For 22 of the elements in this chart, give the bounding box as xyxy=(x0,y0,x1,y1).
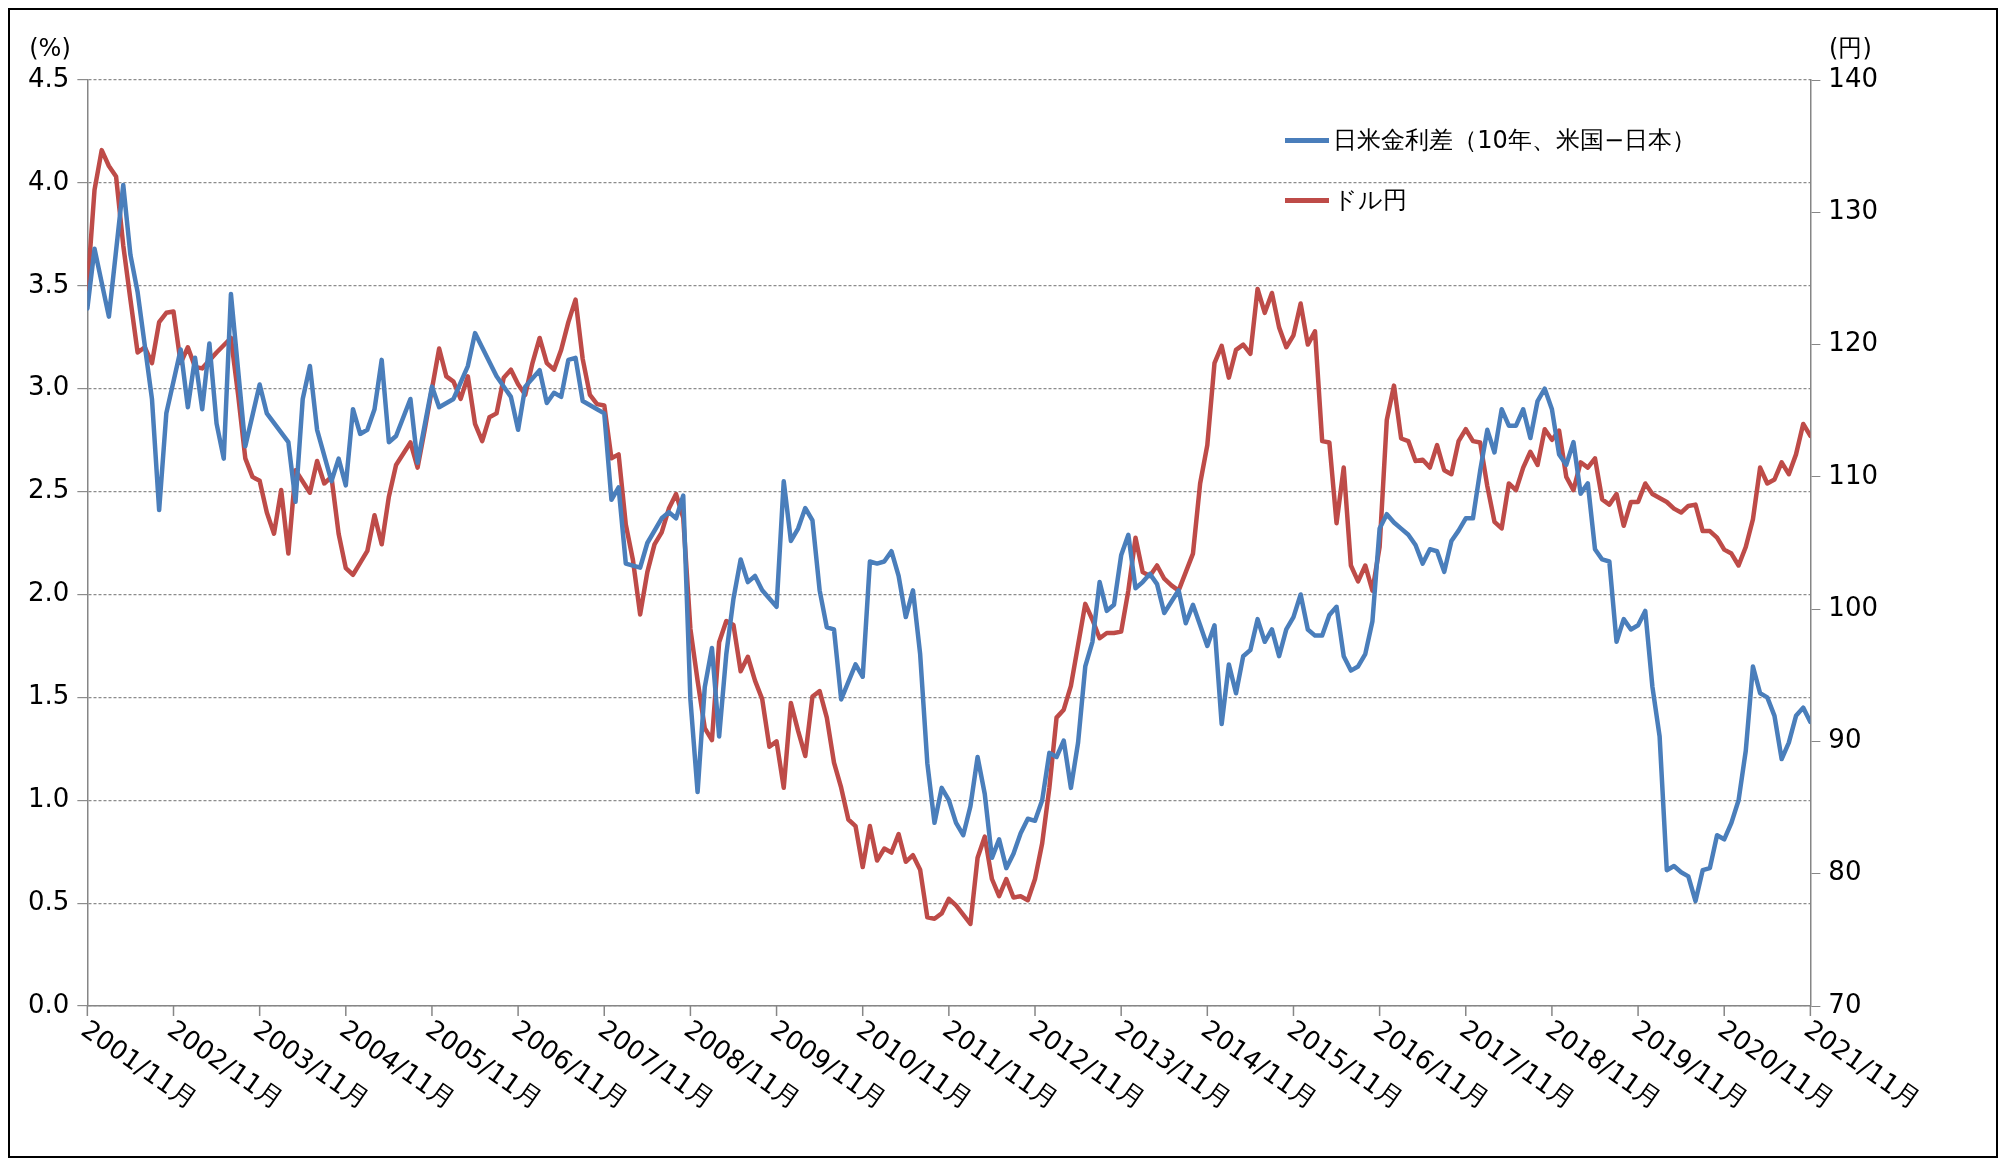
y-tick-label: 0.5 xyxy=(27,885,70,916)
y2-tick-label: 90 xyxy=(1828,724,1862,755)
y-tick-label: 2.5 xyxy=(27,474,70,505)
y-tick-label: 4.5 xyxy=(27,62,70,93)
y-axis-title: (%) xyxy=(29,34,71,63)
y-tick-label: 4.0 xyxy=(27,165,70,196)
y-tick-label: 1.5 xyxy=(27,680,70,711)
y2-tick-label: 110 xyxy=(1828,459,1879,490)
y2-tick-label: 70 xyxy=(1828,988,1862,1019)
y-tick-label: 3.0 xyxy=(27,371,70,402)
y2-tick-label: 80 xyxy=(1828,856,1862,887)
y2-tick-label: 100 xyxy=(1828,591,1879,622)
y2-axis-title: (円) xyxy=(1829,34,1872,63)
y2-tick-label: 120 xyxy=(1828,327,1879,358)
legend-label: 日米金利差（10年、米国−日本） xyxy=(1333,125,1696,156)
y-tick-label: 3.5 xyxy=(27,268,70,299)
y-tick-label: 1.0 xyxy=(27,782,70,813)
y-tick-label: 0.0 xyxy=(27,988,70,1019)
legend-label: ドル円 xyxy=(1333,185,1408,216)
y-tick-label: 2.0 xyxy=(27,577,70,608)
y2-tick-label: 140 xyxy=(1828,62,1879,93)
y2-tick-label: 130 xyxy=(1828,195,1879,226)
